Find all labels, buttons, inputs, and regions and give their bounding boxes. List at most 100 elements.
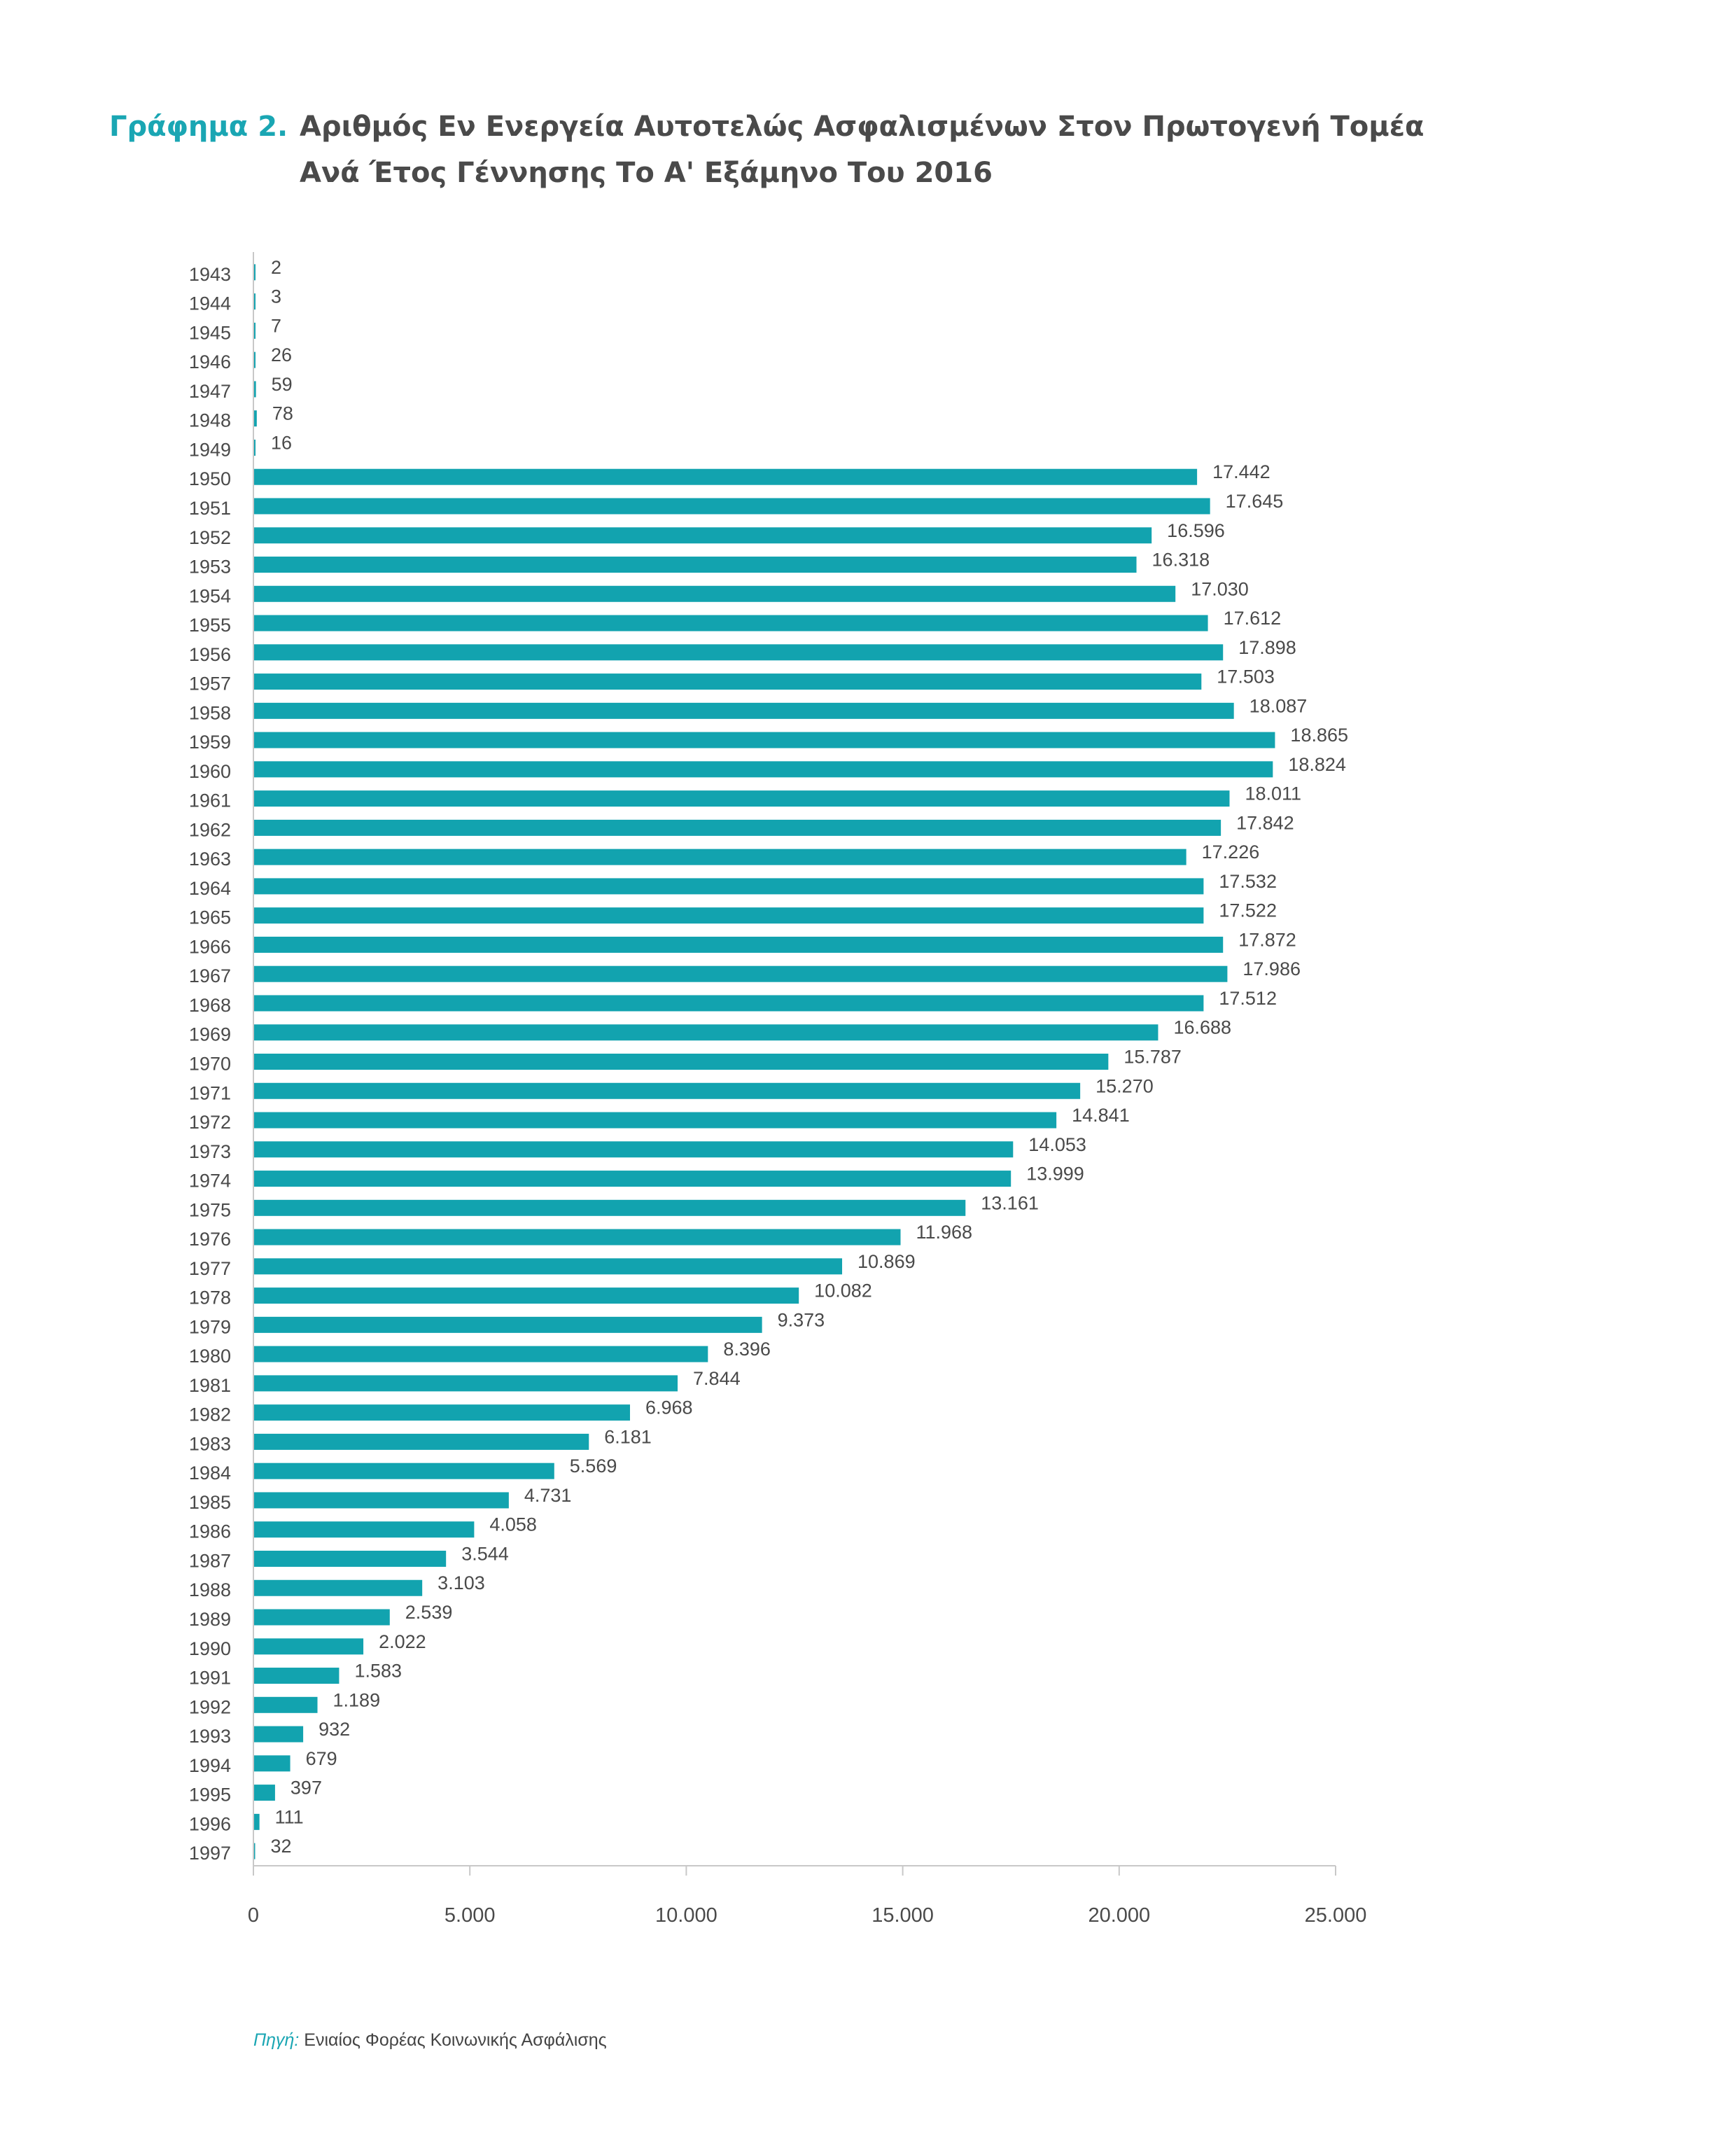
bar-1943 bbox=[253, 264, 255, 281]
bar-1987 bbox=[253, 1550, 447, 1567]
data-label: 17.512 bbox=[1219, 988, 1277, 1009]
y-tick-label: 1956 bbox=[189, 644, 231, 665]
y-tick-label: 1969 bbox=[189, 1024, 231, 1045]
bar-1945 bbox=[253, 322, 255, 339]
y-tick-label: 1949 bbox=[189, 439, 231, 460]
data-label: 15.270 bbox=[1096, 1075, 1154, 1096]
bar-1967 bbox=[253, 965, 1228, 982]
data-label: 18.011 bbox=[1245, 783, 1301, 804]
y-tick-label: 1996 bbox=[189, 1813, 231, 1834]
y-tick-label: 1970 bbox=[189, 1054, 231, 1075]
bar-1952 bbox=[253, 527, 1152, 544]
data-label: 17.898 bbox=[1238, 637, 1296, 658]
data-label: 18.865 bbox=[1290, 725, 1348, 746]
bar-1994 bbox=[253, 1755, 290, 1772]
bar-1944 bbox=[253, 293, 255, 310]
y-tick-label: 1973 bbox=[189, 1141, 231, 1162]
data-label: 2.539 bbox=[405, 1602, 453, 1623]
bar-1959 bbox=[253, 732, 1275, 748]
data-label: 1.583 bbox=[354, 1661, 402, 1682]
y-tick-label: 1950 bbox=[189, 468, 231, 489]
data-label: 17.986 bbox=[1242, 958, 1301, 979]
data-label: 8.396 bbox=[723, 1339, 771, 1360]
bar-1948 bbox=[253, 410, 257, 427]
bars-group bbox=[253, 264, 1275, 1859]
y-tick-label: 1952 bbox=[189, 527, 231, 548]
data-label: 17.030 bbox=[1191, 578, 1249, 599]
bar-1986 bbox=[253, 1521, 475, 1538]
bar-1978 bbox=[253, 1287, 799, 1304]
bar-1966 bbox=[253, 936, 1224, 953]
data-label: 4.731 bbox=[524, 1485, 572, 1506]
y-tick-label: 1958 bbox=[189, 702, 231, 723]
y-tick-label: 1980 bbox=[189, 1346, 231, 1367]
bar-1976 bbox=[253, 1229, 901, 1245]
bar-1951 bbox=[253, 498, 1210, 515]
source-label: Πηγή: bbox=[253, 2030, 300, 2050]
bar-1957 bbox=[253, 673, 1202, 690]
y-tick-label: 1947 bbox=[189, 381, 231, 402]
y-tick-label: 1984 bbox=[189, 1463, 231, 1484]
data-label: 679 bbox=[306, 1748, 337, 1769]
bar-1969 bbox=[253, 1024, 1158, 1041]
bar-1993 bbox=[253, 1726, 304, 1743]
bar-1964 bbox=[253, 878, 1204, 895]
bar-1972 bbox=[253, 1112, 1057, 1129]
y-tick-label: 1975 bbox=[189, 1199, 231, 1220]
bar-1975 bbox=[253, 1199, 966, 1216]
bar-chart: 1943 1944 1945 1946 1947 1948 1949 1950 1951 1952… bbox=[189, 252, 1366, 1927]
y-tick-label: 1968 bbox=[189, 995, 231, 1016]
bar-1962 bbox=[253, 819, 1222, 836]
y-tick-label: 1987 bbox=[189, 1550, 231, 1571]
x-tick-label: 5.000 bbox=[444, 1904, 496, 1927]
y-tick-label: 1964 bbox=[189, 878, 231, 899]
data-label: 5.569 bbox=[570, 1456, 617, 1477]
title-line-1: Γράφημα 2. Αριθμός Εν Ενεργεία Αυτοτελώς … bbox=[109, 104, 1579, 150]
title-line-2: Ανά Έτος Γέννησης Το Α' Εξάμηνο Του 2016 bbox=[300, 157, 993, 189]
y-tick-label: 1979 bbox=[189, 1316, 231, 1337]
y-tick-label: 1989 bbox=[189, 1609, 231, 1630]
x-tick-label: 25.000 bbox=[1305, 1904, 1367, 1927]
data-label: 17.503 bbox=[1217, 666, 1275, 687]
data-label: 9.373 bbox=[778, 1309, 825, 1330]
bar-1961 bbox=[253, 790, 1230, 807]
data-label: 4.058 bbox=[489, 1514, 537, 1535]
bar-1984 bbox=[253, 1463, 554, 1479]
y-tick-label: 1986 bbox=[189, 1521, 231, 1542]
data-label: 6.968 bbox=[645, 1397, 693, 1418]
y-tick-label: 1991 bbox=[189, 1668, 231, 1689]
bar-1988 bbox=[253, 1579, 423, 1596]
data-label: 14.841 bbox=[1072, 1105, 1130, 1126]
bar-1949 bbox=[253, 439, 255, 456]
y-tick-label: 1967 bbox=[189, 965, 231, 986]
data-label: 17.226 bbox=[1202, 842, 1260, 863]
x-tick-label: 20.000 bbox=[1088, 1904, 1150, 1927]
y-tick-label: 1993 bbox=[189, 1726, 231, 1747]
bar-1963 bbox=[253, 849, 1186, 865]
data-label: 14.053 bbox=[1028, 1134, 1086, 1155]
y-tick-label: 1963 bbox=[189, 849, 231, 870]
y-tick-label: 1990 bbox=[189, 1638, 231, 1659]
data-label: 111 bbox=[275, 1806, 304, 1827]
data-label: 59 bbox=[272, 374, 293, 395]
data-label: 16.688 bbox=[1173, 1017, 1231, 1038]
data-label: 15.787 bbox=[1124, 1047, 1182, 1068]
y-tick-label: 1945 bbox=[189, 322, 231, 343]
data-label: 18.824 bbox=[1288, 754, 1346, 775]
bar-1980 bbox=[253, 1346, 708, 1362]
y-tick-label: 1954 bbox=[189, 585, 231, 606]
bar-1996 bbox=[253, 1813, 260, 1830]
data-label: 13.999 bbox=[1026, 1164, 1084, 1185]
bar-1977 bbox=[253, 1258, 843, 1275]
x-tick-label: 10.000 bbox=[655, 1904, 718, 1927]
bar-1946 bbox=[253, 351, 255, 368]
bar-1960 bbox=[253, 761, 1273, 778]
x-tick-label: 0 bbox=[248, 1904, 259, 1927]
y-tick-label: 1977 bbox=[189, 1258, 231, 1279]
y-tick-label: 1962 bbox=[189, 819, 231, 840]
bar-1954 bbox=[253, 585, 1176, 602]
x-axis: 0 5.000 10.000 15.000 20.000 25.000 bbox=[248, 252, 1366, 1927]
bar-1956 bbox=[253, 644, 1224, 661]
y-tick-label: 1959 bbox=[189, 732, 231, 753]
